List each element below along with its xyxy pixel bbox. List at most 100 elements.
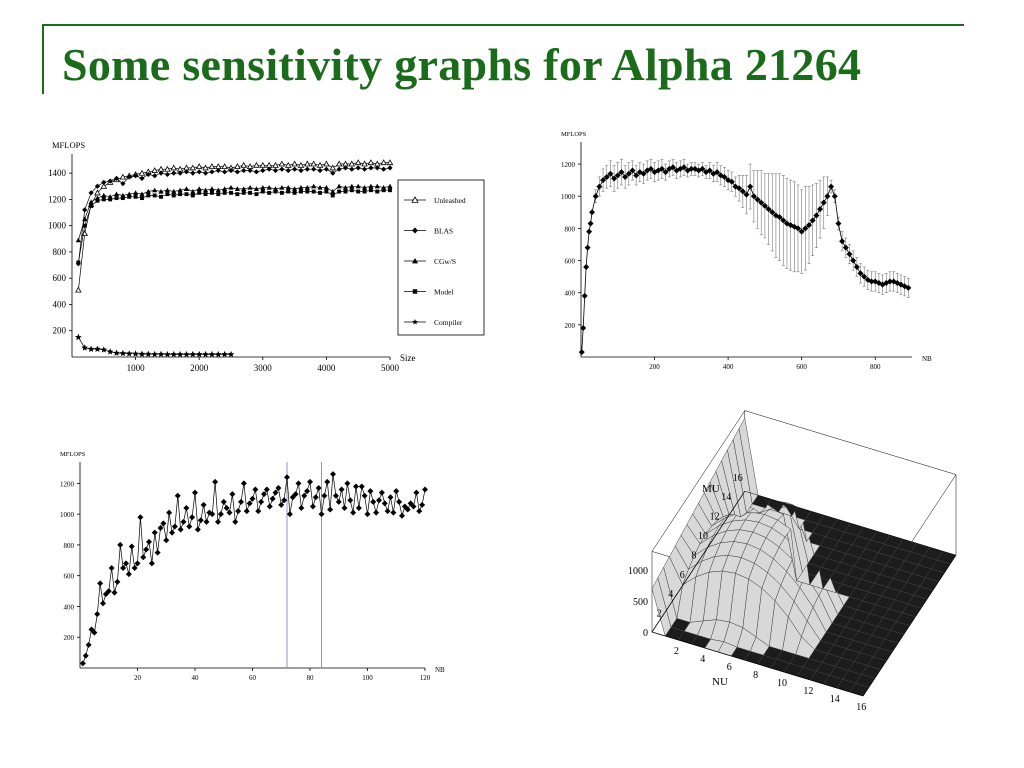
c2-data-point [754, 196, 761, 203]
c1-data-point [114, 196, 119, 201]
c1-data-point [311, 166, 317, 172]
c2-y-tick-label: 600 [565, 258, 576, 266]
c1-data-point [354, 159, 362, 166]
c1-data-point [266, 184, 272, 190]
c1-data-point [260, 167, 266, 174]
c1-data-point [292, 190, 297, 195]
c3-data-point [278, 501, 285, 508]
c3-data-point [82, 652, 89, 659]
c1-data-point [291, 160, 298, 167]
c2-data-point [868, 278, 875, 285]
c1-data-point [253, 169, 260, 175]
c1-data-point [88, 190, 94, 196]
c1-data-point [297, 161, 305, 168]
c3-data-point [307, 478, 313, 485]
c3-data-point [140, 554, 147, 561]
c2-data-point [802, 225, 809, 232]
c2-data-point [794, 225, 801, 232]
c3-data-point [367, 488, 374, 495]
c1-data-point [260, 189, 265, 194]
c1-data-point [349, 166, 355, 172]
c4-z-tick-label: 500 [633, 597, 648, 608]
c2-data-point [583, 263, 590, 270]
c3-data-point [148, 560, 155, 567]
c3-data-point [137, 514, 144, 521]
c3-data-point [330, 471, 336, 478]
c3-series-line [82, 474, 426, 664]
c3-data-point [220, 498, 227, 505]
c2-data-point [750, 193, 757, 200]
c1-data-point [253, 186, 260, 191]
c3-data-point [292, 491, 299, 498]
c3-data-point [376, 497, 382, 504]
c3-data-point [186, 523, 193, 530]
c3-data-point [94, 611, 101, 618]
c3-data-point [235, 508, 242, 515]
c1-x-axis-label: Size [400, 353, 416, 363]
c2-data-point [596, 183, 603, 190]
c2-x-tick-label: 600 [796, 363, 807, 371]
c2-data-point [839, 238, 846, 245]
c1-data-point [368, 188, 373, 193]
c2-data-point [846, 251, 853, 258]
c2-data-point [699, 165, 706, 172]
c3-data-point [324, 478, 331, 485]
c1-data-point [183, 350, 190, 358]
c1-data-point [176, 350, 184, 358]
c3-data-point [373, 509, 380, 516]
c3-data-point [226, 509, 233, 516]
c3-data-point [120, 565, 127, 571]
c3-data-point [304, 488, 311, 495]
c1-data-point [76, 260, 81, 265]
c4-nu-axis [651, 631, 864, 697]
c1-data-point [75, 286, 82, 293]
c3-data-point [410, 503, 417, 510]
c3-data-point [194, 526, 201, 533]
c1-data-point [145, 171, 151, 178]
c2-data-point [835, 220, 842, 227]
c3-data-point [378, 489, 385, 496]
c1-data-point [387, 165, 393, 171]
c1-data-point [234, 163, 241, 170]
c2-data-point [820, 199, 827, 206]
c1-data-point [125, 350, 133, 357]
c3-data-point [177, 526, 184, 533]
c2-data-point [761, 202, 768, 209]
c2-data-point [850, 257, 857, 264]
c2-data-point [614, 172, 621, 179]
c2-data-point [658, 165, 665, 172]
c1-data-point [235, 192, 240, 197]
c3-data-point [258, 498, 265, 505]
c2-data-point [578, 349, 585, 356]
c1-data-point [138, 350, 146, 357]
c1-data-point [101, 179, 107, 185]
c1-data-point [94, 183, 101, 189]
c1-data-point [299, 189, 303, 194]
c3-data-point [393, 488, 400, 495]
c3-data-point [396, 498, 403, 505]
c1-data-point [292, 166, 298, 172]
c1-data-point [349, 183, 355, 189]
c1-data-point [381, 166, 387, 172]
c4-mu-tick-label: 4 [668, 589, 673, 600]
c3-data-point [419, 501, 426, 508]
c1-data-point [367, 159, 375, 166]
c3-data-point [183, 505, 190, 511]
c3-data-point [114, 578, 121, 585]
c1-data-point [241, 190, 246, 195]
c2-data-point [669, 164, 676, 171]
c3-x-tick-label: 20 [134, 674, 142, 682]
c4-z-tick-label: 0 [643, 628, 648, 639]
c3-data-point [209, 511, 216, 518]
c3-data-point [298, 505, 305, 511]
c3-data-point [157, 525, 164, 531]
c2-data-point [603, 173, 610, 180]
c2-data-point [586, 228, 593, 235]
c1-data-point [87, 345, 95, 352]
c1-data-point [329, 164, 337, 171]
c1-data-point [355, 183, 361, 189]
c1-data-point [292, 186, 298, 191]
c1-data-point [209, 169, 215, 175]
